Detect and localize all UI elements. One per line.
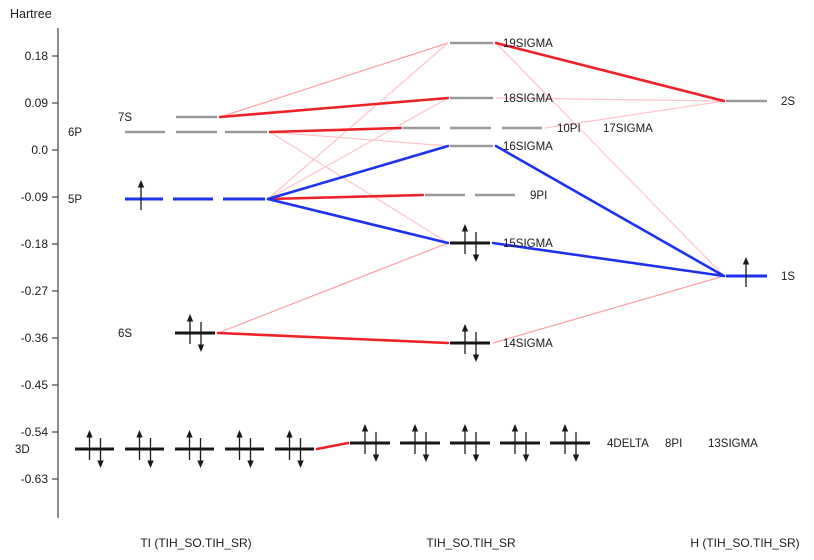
column-label-tih: TIH_SO.TIH_SR [426,536,516,550]
level-8PI-down-arrowhead-icon [472,454,480,462]
y-axis-tick-label: -0.45 [21,378,49,392]
connection-7S-18SIGMA [218,96,450,119]
level-label-16SIGMA: 16SIGMA [503,141,553,153]
y-axis-tick-label: -0.27 [21,284,49,298]
level-label-6S: 6S [118,328,132,340]
level-3D-up-arrowhead-icon [286,430,293,438]
connection-6P-15SIGMA [269,131,449,244]
level-4DELTA-down-arrowhead-icon [372,454,380,462]
level-label-3D: 3D [15,444,30,456]
level-6S-up-arrowhead-icon [186,314,194,322]
connection-5P-16SIGMA [266,144,450,201]
connection-15SIGMA-1S [491,241,726,278]
level-label-2S: 2S [781,96,795,108]
y-axis-tick-label: 0.18 [25,49,49,63]
column-label-h: H (TIH_SO.TIH_SR) [690,536,799,550]
y-axis-tick-label: -0.54 [21,425,49,439]
y-axis-tick-label: 0.0 [31,143,48,157]
y-axis-tick-label: -0.18 [21,237,49,251]
level-label-8PI: 8PI [665,438,682,450]
level-3D-down-arrowhead-icon [97,460,104,468]
level-3D-down-arrowhead-icon [297,460,304,468]
y-axis-tick-label: -0.63 [21,472,49,486]
connection-3D-4DELTA [315,441,350,451]
y-axis-unit-label: Hartree [10,7,52,21]
level-label-1S: 1S [781,271,795,283]
level-13SIGMA-up-arrowhead-icon [561,424,569,432]
level-3D-up-arrowhead-icon [86,430,93,438]
level-13SIGMA-down-arrowhead-icon [572,454,580,462]
level-8PI-up-arrowhead-icon [461,424,469,432]
y-axis-tick-label: -0.09 [21,190,49,204]
level-14SIGMA-down-arrowhead-icon [472,354,480,362]
level-label-9PI: 9PI [530,190,547,202]
connection-6S-15SIGMA [217,242,449,334]
level-label-13SIGMA: 13SIGMA [708,438,758,450]
level-label-6P: 6P [68,127,82,139]
level-label-7S: 7S [118,112,132,124]
level-3D-up-arrowhead-icon [136,430,143,438]
level-label-10PI: 10PI [557,123,581,135]
connection-5P-18SIGMA [267,97,449,200]
level-14SIGMA-up-arrowhead-icon [461,324,469,332]
column-label-ti: TI (TIH_SO.TIH_SR) [140,536,251,550]
connection-16SIGMA-1S [494,144,726,278]
level-label-15SIGMA: 15SIGMA [503,238,553,250]
connection-7S-19SIGMA [219,42,449,118]
level-label-5P: 5P [68,194,82,206]
level-4DELTA-up-arrowhead-icon [361,424,369,432]
level-3D-down-arrowhead-icon [247,460,254,468]
level-15SIGMA-up-arrowhead-icon [461,224,469,232]
level-1S-up-arrowhead-icon [742,257,750,265]
level-5P-up-arrowhead-icon [137,180,145,188]
level-label-18SIGMA: 18SIGMA [503,93,553,105]
level-4DELTA-up-arrowhead-icon [411,424,419,432]
level-3D-down-arrowhead-icon [197,460,204,468]
level-8PI-down-arrowhead-icon [522,454,530,462]
connection-18SIGMA-2S [495,97,725,102]
level-label-19SIGMA: 19SIGMA [503,38,553,50]
connection-6S-14SIGMA [216,331,450,345]
level-6S-down-arrowhead-icon [197,344,205,352]
level-3D-down-arrowhead-icon [147,460,154,468]
level-label-14SIGMA: 14SIGMA [503,338,553,350]
level-label-17SIGMA: 17SIGMA [603,123,653,135]
connection-6P-16SIGMA [269,131,449,147]
y-axis-tick-label: 0.09 [25,96,49,110]
level-3D-up-arrowhead-icon [236,430,243,438]
level-15SIGMA-down-arrowhead-icon [472,254,480,262]
connection-19SIGMA-1S [495,42,725,277]
level-8PI-up-arrowhead-icon [511,424,519,432]
level-4DELTA-down-arrowhead-icon [422,454,430,462]
connection-14SIGMA-1S [492,275,725,344]
connection-5P-9PI [266,193,425,201]
connection-5P-15SIGMA [266,197,450,245]
connection-5P-19SIGMA [267,42,449,200]
connection-6P-10PI [268,126,403,134]
level-3D-up-arrowhead-icon [186,430,193,438]
connection-19SIGMA-2S [494,41,726,103]
level-label-4DELTA: 4DELTA [607,438,649,450]
y-axis-tick-label: -0.36 [21,331,49,345]
